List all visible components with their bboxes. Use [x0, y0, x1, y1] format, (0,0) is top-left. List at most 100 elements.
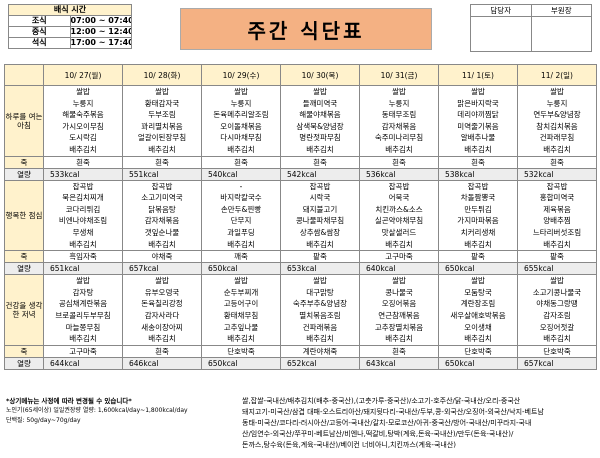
calorie-row: 열량 533kcal 551kcal 540kcal 542kcal 536kcal 538… [4, 167, 597, 181]
menu-item: 돈육메추리알조림 [213, 110, 269, 120]
menu-item: 잡곡밥 [72, 181, 94, 191]
menu-item: 코다리튀김 [65, 204, 101, 214]
porridge: 팥죽 [517, 250, 597, 264]
calories: 536kcal [359, 167, 439, 181]
menu-item: 쌀밥 [313, 87, 327, 96]
menu-item: 두부조림 [148, 110, 176, 120]
menu-item: 새우살애호박볶음 [450, 310, 506, 320]
menu-item: 쌀밥 [76, 276, 90, 286]
calories: 650kcal [201, 356, 281, 370]
menu-item: 배추김치 [385, 239, 413, 249]
menu-item: 잡곡밥 [151, 181, 173, 191]
menu-item: 멸치볶음조림 [299, 310, 341, 320]
menu-cell: 쌀밥 누룽지 해물숙주볶음 가시오이무침 도시락김 배추김치 [43, 85, 123, 157]
menu-item: 치킨까스&소스 [375, 204, 423, 214]
menu-item: 맛살샐러드 [381, 227, 417, 237]
calories: 532kcal [517, 167, 597, 181]
date: 10/ 30(목) [280, 64, 360, 86]
menu-item: 쌀밥 [234, 87, 248, 96]
menu-item: 공심채계란볶음 [58, 299, 108, 309]
menu-item: 가지마파볶음 [457, 216, 499, 226]
menu-item: 고추장멸치볶음 [374, 322, 424, 332]
approval-box: 담당자 부원장 [470, 4, 592, 52]
menu-item: 들깨미역국 [302, 98, 338, 108]
menu-item: 연두부&양념장 [533, 110, 581, 120]
menu-item: 홍합미역국 [539, 193, 575, 203]
menu-item: 배추김치 [69, 239, 97, 249]
porridge: 야채죽 [122, 250, 202, 264]
menu-cell: 잡곡밥 시락국 돼지불고기 콩나물파채무침 상추쌈&쌈장 배추김치 [280, 179, 360, 252]
porridge: 흰죽 [359, 155, 439, 169]
note: *상기메뉴는 사정에 따라 변경될 수 있습니다* [6, 397, 132, 405]
menu-cell: 쌀밥 들깨미역국 해물야채볶음 삼색묵&양념장 명란젓파무침 배추김치 [280, 85, 360, 157]
menu-item: 갯잎순나물 [144, 227, 180, 237]
note: 노인기(65세이상) 일일권장량 열량: 1,600kcal/day~1,800… [6, 407, 188, 414]
porridge: 흰죽 [359, 344, 439, 358]
menu-item: 어묵국 [388, 193, 410, 203]
menu-item: 오이생채 [464, 322, 492, 332]
menu-cell: 잡곡밥 소고기미역국 닭볶음탕 감자채볶음 갯잎순나물 배추김치 [122, 179, 202, 252]
menu-item: 누룽지 [388, 98, 410, 108]
menu-item: 만두튀김 [464, 204, 492, 214]
menu-item: 배추김치 [543, 144, 571, 154]
meal-table: 10/ 27(월) 10/ 28(화) 10/ 29(수) 10/ 30(목) 10/ … [4, 64, 597, 370]
porridge-row: 죽 흑임자죽 야채죽 깨죽 팥죽 고구마죽 팥죽 팥죽 [4, 250, 597, 264]
menu-cell: 쌀밥 소고기콩나물국 야채동그랑땡 감자조림 오징어젓갈 배추김치 [517, 274, 597, 346]
menu-item: 쌀밥 [550, 87, 564, 96]
menu-item: 마늘쫑무침 [65, 322, 101, 332]
porridge-label: 죽 [4, 155, 44, 169]
menu-item: 누룽지 [72, 98, 94, 108]
approval-label: 담당자 [470, 4, 532, 17]
menu-item: 쌀밥 [234, 276, 248, 286]
menu-item: 잡곡밥 [467, 181, 489, 191]
menu-item: 쌀밥 [471, 87, 485, 96]
menu-cell: 쌀밥 맑은바지락국 데리야끼찜닭 미역줄기볶음 알배추나물 배추김치 [438, 85, 518, 157]
porridge: 단호박죽 [517, 344, 597, 358]
menu-row: 하루를 여는 아침 쌀밥 누룽지 해물숙주볶음 가시오이무침 도시락김 배추김치 쌀밥 황태감자… [4, 85, 597, 157]
menu-item: 배추김치 [69, 334, 97, 344]
origin-line: 동태-미국산/코다리-러시아산/고등어-국내산/갈치-모로코산/아귀-중국산/방… [242, 419, 532, 427]
menu-item: 쌀밥 [392, 276, 406, 286]
meal-name: 조식 [8, 15, 71, 27]
porridge: 흰죽 [122, 155, 202, 169]
serving-title: 배식 시간 [8, 4, 132, 16]
porridge-label: 죽 [4, 250, 44, 264]
menu-item: 시락국 [309, 193, 331, 203]
menu-item: 데리야끼찜닭 [457, 110, 499, 120]
menu-cell: 쌀밥 누룽지 연두부&양념장 참치김치볶음 건파래무침 배추김치 [517, 85, 597, 157]
menu-cell: 잡곡밥 차돌짬뽕국 만두튀김 가지마파볶음 치커리생채 배추김치 [438, 179, 518, 252]
menu-row: 건강을 생각한 저녁 쌀밥 감자탕 공심채계란볶음 브로콜리두부무침 마늘쫑무침 배추김치 쌀… [4, 274, 597, 346]
menu-item: 참치김치볶음 [536, 121, 578, 131]
origin-line: 산/임연수-외국산/쭈꾸미-베트남산/비엔나,떡갈비,탕박(계육,돈육-국내산)… [242, 430, 514, 438]
menu-cell: - 바지락칼국수 손만두&찐빵 단무지 과일푸딩 배추김치 [201, 179, 281, 252]
calories: 657kcal [517, 356, 597, 370]
menu-item: 배추김치 [464, 144, 492, 154]
menu-item: 배추김치 [148, 334, 176, 344]
menu-item: 감자채볶음 [381, 121, 417, 131]
footer: *상기메뉴는 사정에 따라 변경될 수 있습니다* 노인기(65세이상) 일일권장… [6, 396, 596, 456]
menu-item: 건파래볶음 [302, 322, 338, 332]
menu-item: 얼갈이된장무침 [137, 133, 187, 143]
porridge: 계란야채죽 [280, 344, 360, 358]
approval-sign [530, 16, 592, 52]
menu-item: 단무지 [230, 216, 252, 226]
menu-item: 알배추나물 [460, 133, 496, 143]
porridge: 단호박죽 [438, 344, 518, 358]
approval-label: 부원장 [530, 4, 592, 17]
menu-item: 콩나물국 [385, 287, 413, 297]
menu-item: 쌀밥 [550, 276, 564, 286]
menu-item: 배추김치 [385, 334, 413, 344]
serving-row: 조식 07:00 ~ 07:40 [8, 15, 132, 27]
menu-item: 배추김치 [464, 239, 492, 249]
menu-item: - [239, 181, 243, 191]
porridge: 깨죽 [201, 250, 281, 264]
menu-item: 모둠탕국 [464, 287, 492, 297]
menu-item: 황태감자국 [144, 98, 180, 108]
menu-item: 배추김치 [227, 144, 255, 154]
menu-item: 배추김치 [69, 144, 97, 154]
menu-item: 명란젓파무침 [299, 133, 341, 143]
date: 10/ 31(금) [359, 64, 439, 86]
menu-item: 연근참깨볶음 [378, 310, 420, 320]
menu-item: 제육볶음 [543, 204, 571, 214]
